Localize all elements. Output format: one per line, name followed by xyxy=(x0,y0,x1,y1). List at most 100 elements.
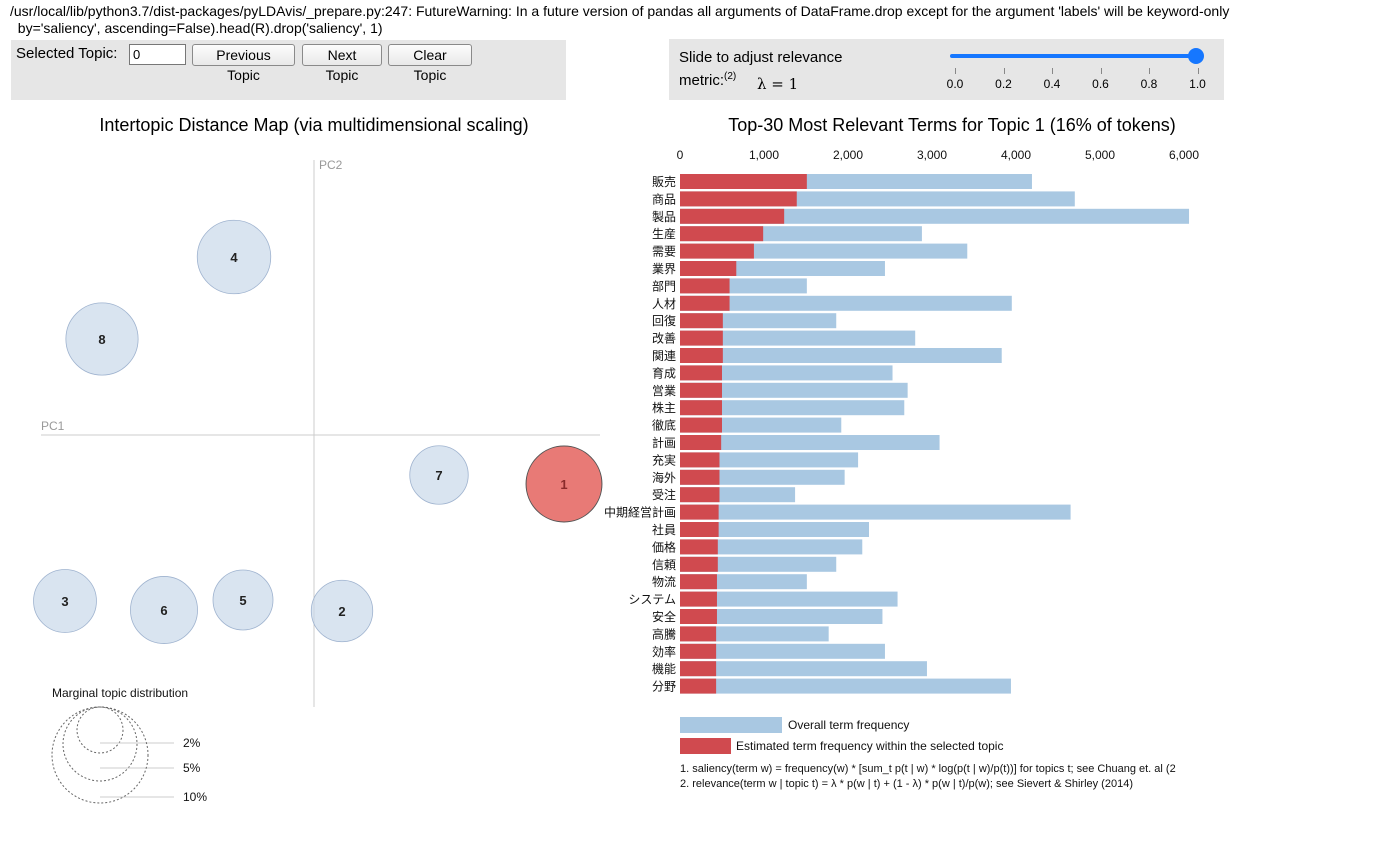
topic-frequency-bar[interactable] xyxy=(680,226,764,242)
x-tick-label: 0 xyxy=(677,148,684,162)
topic-bubble-2[interactable] xyxy=(310,579,374,643)
term-label[interactable]: 計画 xyxy=(652,435,676,450)
term-label[interactable]: システム xyxy=(628,593,676,607)
slider-track[interactable] xyxy=(950,54,1197,58)
overall-frequency-bar[interactable] xyxy=(680,556,837,572)
topic-frequency-bar[interactable] xyxy=(680,643,717,659)
topic-frequency-bar[interactable] xyxy=(680,417,722,433)
overall-frequency-bar[interactable] xyxy=(680,365,893,381)
topic-frequency-bar[interactable] xyxy=(680,208,785,224)
topic-frequency-bar[interactable] xyxy=(680,452,720,468)
term-label[interactable]: 育成 xyxy=(652,365,676,380)
overall-frequency-bar[interactable] xyxy=(680,678,1011,694)
topic-frequency-bar[interactable] xyxy=(680,469,720,485)
topic-frequency-bar[interactable] xyxy=(680,435,722,450)
term-label[interactable]: 価格 xyxy=(652,539,676,554)
term-label[interactable]: 関連 xyxy=(652,349,676,363)
term-label[interactable]: 人材 xyxy=(652,297,676,311)
topic-bubble-6[interactable] xyxy=(130,576,198,644)
overall-frequency-bar[interactable] xyxy=(680,330,916,346)
topic-frequency-bar[interactable] xyxy=(680,487,720,503)
slider-handle[interactable] xyxy=(1188,48,1204,64)
term-label[interactable]: 生産 xyxy=(652,226,676,241)
term-label[interactable]: 中期経営計画 xyxy=(604,505,676,520)
topic-frequency-bar[interactable] xyxy=(680,330,723,346)
overall-frequency-bar[interactable] xyxy=(680,400,905,416)
term-label[interactable]: 物流 xyxy=(652,575,676,589)
topic-bubble-label: 1 xyxy=(560,477,567,492)
term-label[interactable]: 業界 xyxy=(652,262,676,276)
term-label[interactable]: 高騰 xyxy=(652,626,676,641)
term-label[interactable]: 充実 xyxy=(652,452,676,467)
overall-frequency-bar[interactable] xyxy=(680,295,1012,311)
topic-frequency-bar[interactable] xyxy=(680,591,717,607)
overall-frequency-bar[interactable] xyxy=(680,661,927,677)
overall-frequency-bar[interactable] xyxy=(680,469,845,485)
topic-frequency-bar[interactable] xyxy=(680,678,717,694)
topic-frequency-bar[interactable] xyxy=(680,174,807,189)
term-label[interactable]: 改善 xyxy=(652,331,676,346)
term-label[interactable]: 販売 xyxy=(652,174,676,189)
topic-frequency-bar[interactable] xyxy=(680,539,718,555)
topic-bubble-3[interactable] xyxy=(33,569,97,633)
topic-controls-panel: Selected Topic: Previous Topic Next Topi… xyxy=(11,40,566,100)
term-label[interactable]: 機能 xyxy=(652,661,676,676)
topic-frequency-bar[interactable] xyxy=(680,661,717,677)
topic-frequency-bar[interactable] xyxy=(680,626,717,642)
term-label[interactable]: 回復 xyxy=(652,313,676,328)
overall-frequency-bar[interactable] xyxy=(680,522,869,537)
overall-frequency-bar[interactable] xyxy=(680,643,885,659)
previous-topic-button[interactable]: Previous Topic xyxy=(192,44,295,83)
overall-frequency-bar[interactable] xyxy=(680,452,859,468)
topic-frequency-bar[interactable] xyxy=(680,365,722,381)
topic-bubble-4[interactable] xyxy=(196,219,272,295)
marginal-legend-label: 5% xyxy=(183,761,201,775)
selected-topic-input[interactable] xyxy=(129,44,186,65)
term-label[interactable]: 商品 xyxy=(652,191,676,206)
term-label[interactable]: 受注 xyxy=(652,487,676,502)
topic-bubble-5[interactable] xyxy=(212,569,274,631)
topic-bubble-7[interactable] xyxy=(409,445,469,505)
topic-frequency-bar[interactable] xyxy=(680,504,719,520)
pc2-axis-label: PC2 xyxy=(319,158,343,172)
topic-frequency-bar[interactable] xyxy=(680,295,730,311)
term-label[interactable]: 需要 xyxy=(652,245,676,259)
topic-frequency-bar[interactable] xyxy=(680,313,723,329)
next-topic-button[interactable]: Next Topic xyxy=(302,44,382,83)
term-label[interactable]: 製品 xyxy=(652,210,676,224)
x-tick-label: 4,000 xyxy=(1001,148,1031,162)
topic-frequency-bar[interactable] xyxy=(680,243,754,259)
term-label[interactable]: 分野 xyxy=(652,680,676,694)
term-label[interactable]: 営業 xyxy=(652,384,676,398)
term-label[interactable]: 効率 xyxy=(652,644,676,659)
topic-frequency-bar[interactable] xyxy=(680,261,737,276)
overall-frequency-bar[interactable] xyxy=(680,539,863,555)
clear-topic-button[interactable]: Clear Topic xyxy=(388,44,472,83)
topic-bubble-8[interactable] xyxy=(65,302,139,376)
topic-frequency-bar[interactable] xyxy=(680,522,719,537)
term-label[interactable]: 安全 xyxy=(652,609,676,624)
term-label[interactable]: 海外 xyxy=(652,470,676,485)
topic-frequency-bar[interactable] xyxy=(680,382,722,398)
topic-bubble-1[interactable] xyxy=(525,445,603,523)
topic-frequency-bar[interactable] xyxy=(680,400,722,416)
overall-frequency-bar[interactable] xyxy=(680,208,1190,224)
overall-frequency-bar[interactable] xyxy=(680,382,908,398)
overall-frequency-bar[interactable] xyxy=(680,435,940,450)
topic-frequency-bar[interactable] xyxy=(680,348,723,363)
topic-frequency-bar[interactable] xyxy=(680,191,797,207)
overall-frequency-bar[interactable] xyxy=(680,609,883,624)
topic-frequency-bar[interactable] xyxy=(680,609,717,624)
term-label[interactable]: 徹底 xyxy=(652,418,676,433)
topic-frequency-bar[interactable] xyxy=(680,278,730,294)
overall-frequency-bar[interactable] xyxy=(680,626,829,642)
overall-frequency-bar[interactable] xyxy=(680,348,1002,363)
overall-frequency-bar[interactable] xyxy=(680,591,898,607)
topic-frequency-bar[interactable] xyxy=(680,556,718,572)
term-label[interactable]: 信頼 xyxy=(652,558,676,572)
term-label[interactable]: 社員 xyxy=(652,522,676,537)
term-label[interactable]: 株主 xyxy=(652,400,676,415)
topic-frequency-bar[interactable] xyxy=(680,574,717,590)
term-label[interactable]: 部門 xyxy=(652,278,676,293)
overall-frequency-bar[interactable] xyxy=(680,504,1071,520)
